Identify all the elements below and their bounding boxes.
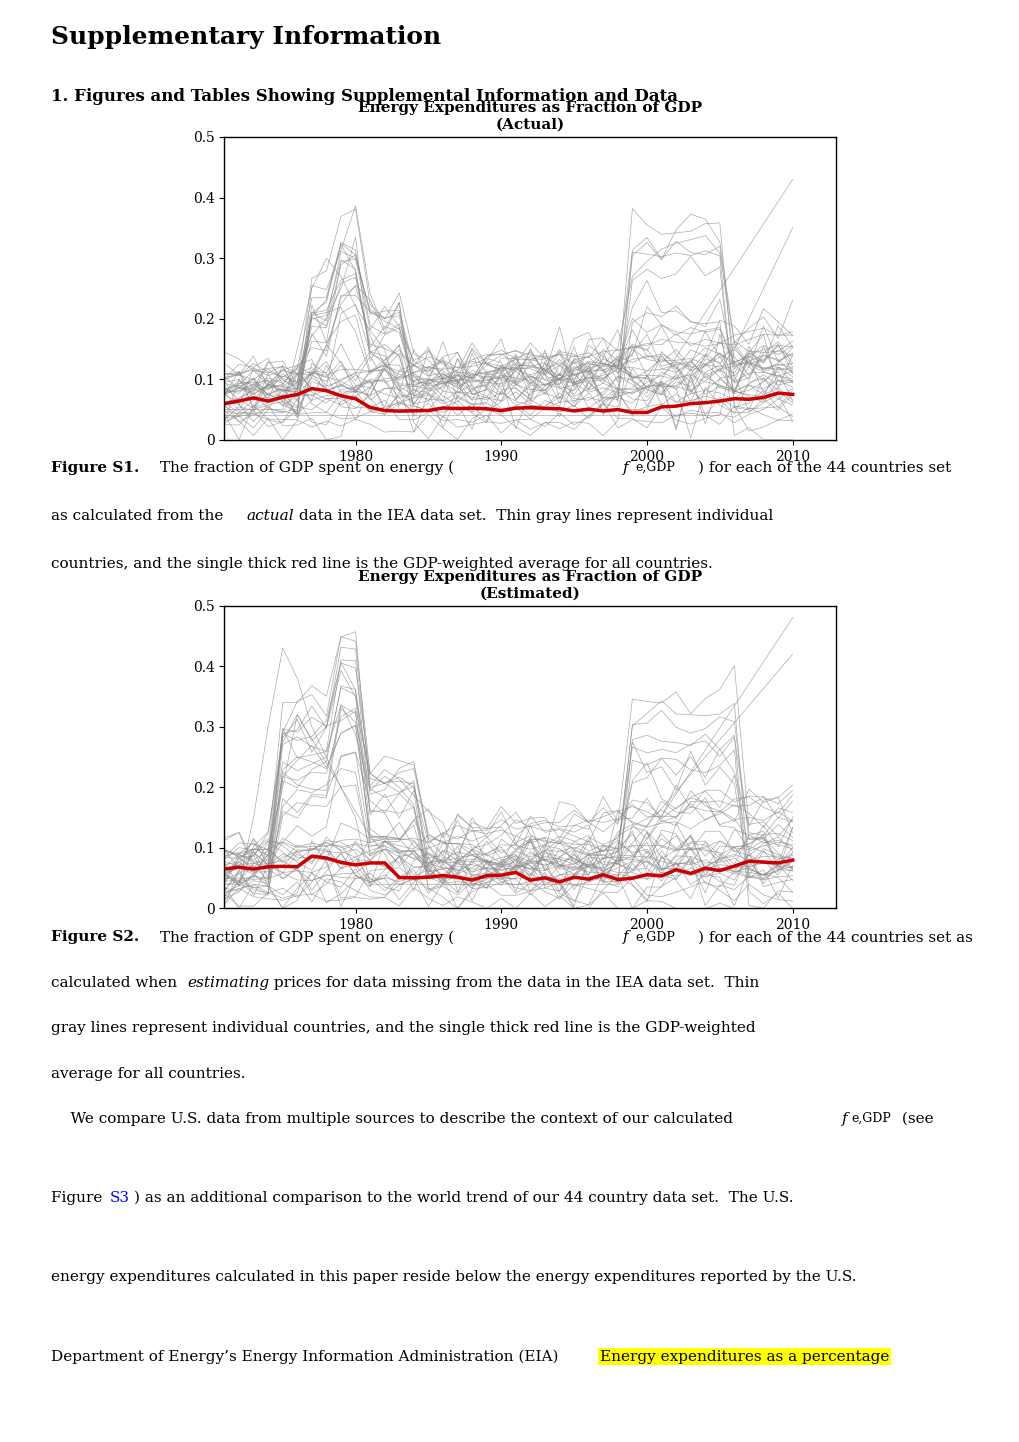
Text: f: f	[623, 461, 628, 474]
Title: Energy Expenditures as Fraction of GDP
(Actual): Energy Expenditures as Fraction of GDP (…	[358, 101, 702, 131]
Text: The fraction of GDP spent on energy (: The fraction of GDP spent on energy (	[155, 930, 453, 945]
Text: (see: (see	[897, 1112, 933, 1126]
Text: f: f	[623, 930, 628, 945]
Text: 1. Figures and Tables Showing Supplemental Information and Data: 1. Figures and Tables Showing Supplement…	[51, 88, 678, 105]
Text: Department of Energy’s Energy Information Administration (EIA): Department of Energy’s Energy Informatio…	[51, 1350, 562, 1364]
Text: energy expenditures calculated in this paper reside below the energy expenditure: energy expenditures calculated in this p…	[51, 1270, 856, 1285]
Text: data in the IEA data set.  Thin gray lines represent individual: data in the IEA data set. Thin gray line…	[294, 509, 772, 523]
Text: Figure S2.: Figure S2.	[51, 930, 140, 945]
Text: Supplementary Information: Supplementary Information	[51, 26, 441, 49]
Text: as calculated from the: as calculated from the	[51, 509, 228, 523]
Text: calculated when: calculated when	[51, 976, 181, 989]
Text: countries, and the single thick red line is the GDP-weighted average for all cou: countries, and the single thick red line…	[51, 557, 712, 571]
Text: Figure S1.: Figure S1.	[51, 461, 140, 474]
Text: e,GDP: e,GDP	[851, 1112, 891, 1125]
Text: gray lines represent individual countries, and the single thick red line is the : gray lines represent individual countrie…	[51, 1021, 755, 1035]
Text: e,GDP: e,GDP	[635, 461, 675, 474]
Text: ) for each of the 44 countries set as: ) for each of the 44 countries set as	[698, 930, 972, 945]
Title: Energy Expenditures as Fraction of GDP
(Estimated): Energy Expenditures as Fraction of GDP (…	[358, 570, 702, 600]
Text: actual: actual	[247, 509, 293, 523]
Text: Figure: Figure	[51, 1191, 107, 1206]
Text: The fraction of GDP spent on energy (: The fraction of GDP spent on energy (	[155, 461, 453, 476]
Text: ) for each of the 44 countries set: ) for each of the 44 countries set	[698, 461, 951, 474]
Text: ) as an additional comparison to the world trend of our 44 country data set.  Th: ) as an additional comparison to the wor…	[133, 1191, 793, 1206]
Text: f: f	[842, 1112, 847, 1126]
Text: Energy expenditures as a percentage: Energy expenditures as a percentage	[599, 1350, 889, 1364]
Text: We compare U.S. data from multiple sources to describe the context of our calcul: We compare U.S. data from multiple sourc…	[51, 1112, 737, 1126]
Text: estimating: estimating	[186, 976, 269, 989]
Text: average for all countries.: average for all countries.	[51, 1067, 246, 1080]
Text: S3: S3	[110, 1191, 129, 1206]
Text: e,GDP: e,GDP	[635, 930, 675, 943]
Text: prices for data missing from the data in the IEA data set.  Thin: prices for data missing from the data in…	[268, 976, 758, 989]
